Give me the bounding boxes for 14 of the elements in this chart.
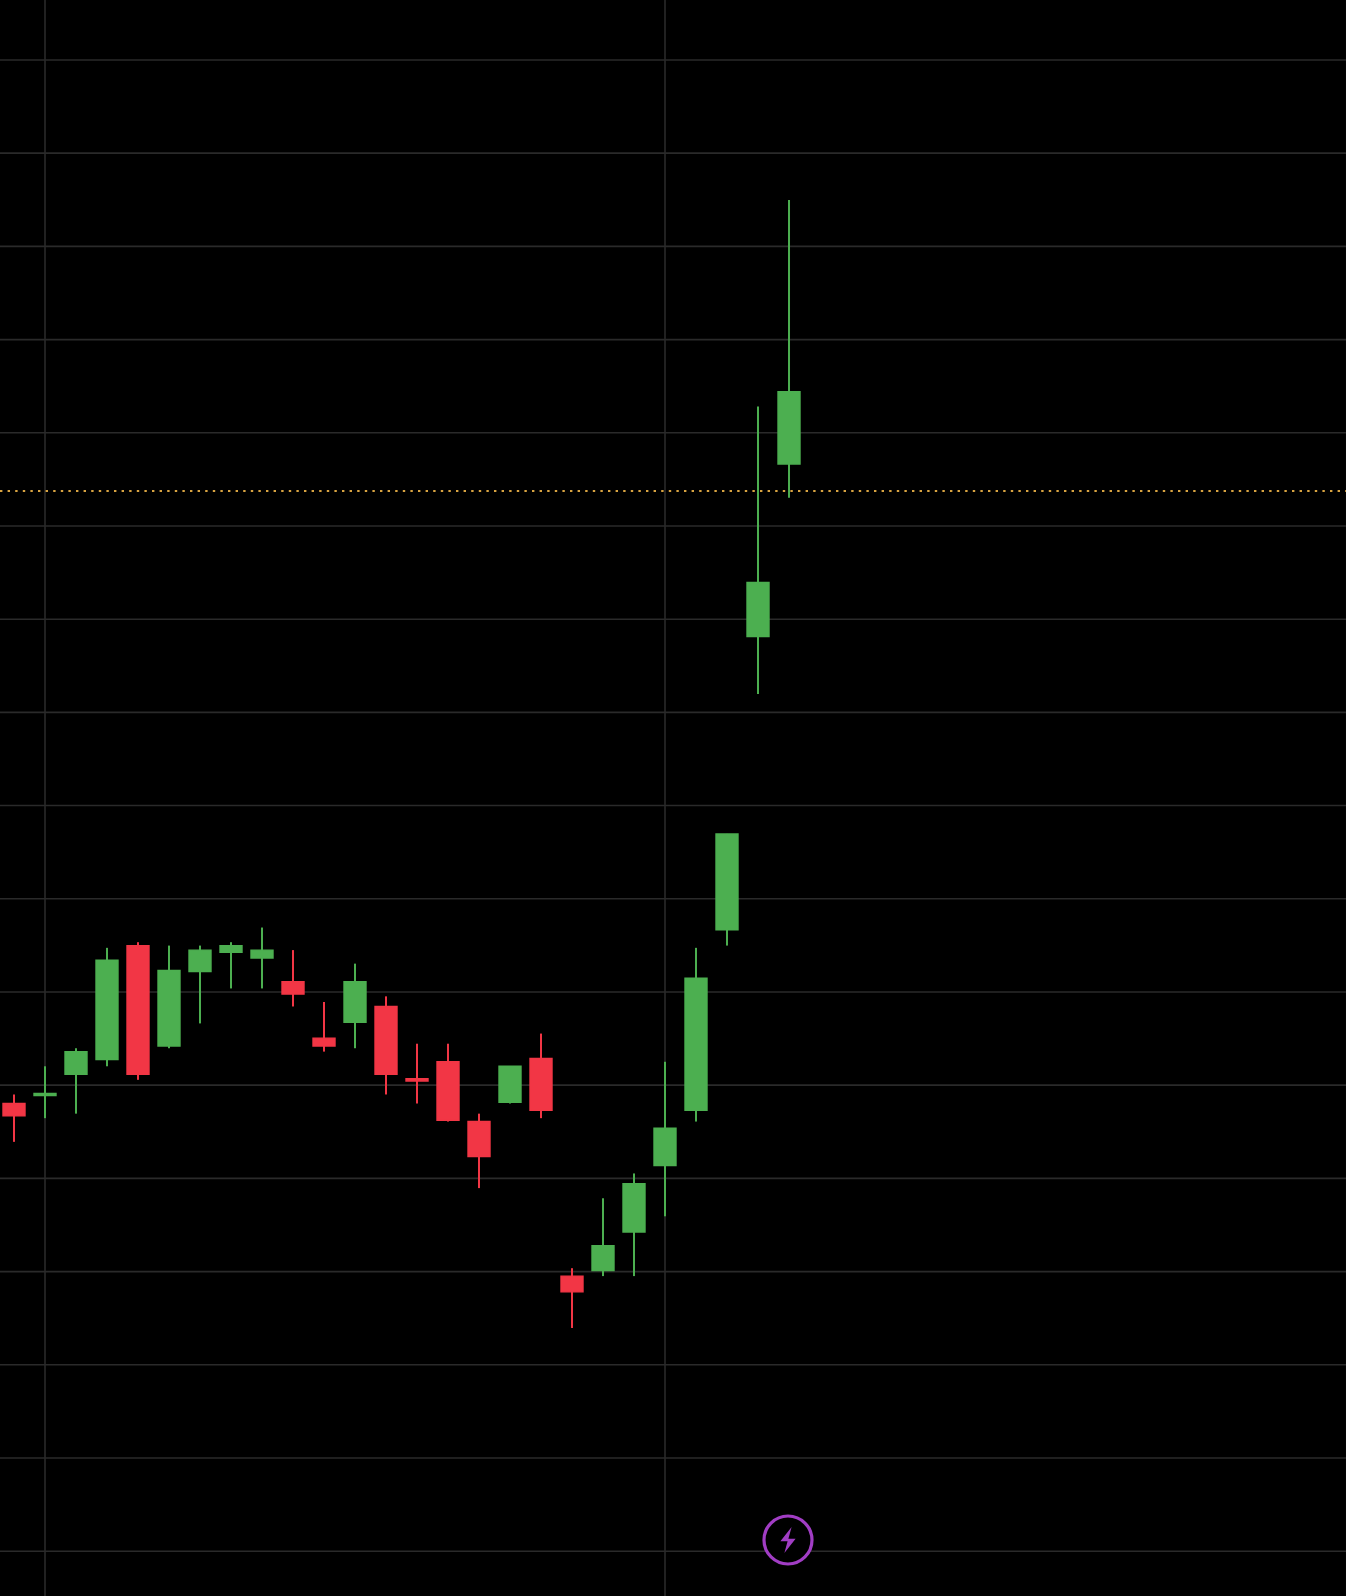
candlestick (343, 962, 367, 1050)
candlestick (312, 1000, 336, 1053)
candlestick (188, 944, 212, 1025)
candlestick (219, 941, 243, 990)
candlestick (591, 1197, 615, 1278)
candlestick (653, 1060, 677, 1218)
candlestick (281, 949, 305, 1008)
candlestick (498, 1065, 522, 1105)
candlestick (64, 1047, 88, 1115)
candlestick (2, 1093, 26, 1143)
candlestick (405, 1042, 429, 1105)
candlestick (250, 926, 274, 990)
candlestick (560, 1267, 584, 1329)
candlestick (467, 1112, 491, 1190)
